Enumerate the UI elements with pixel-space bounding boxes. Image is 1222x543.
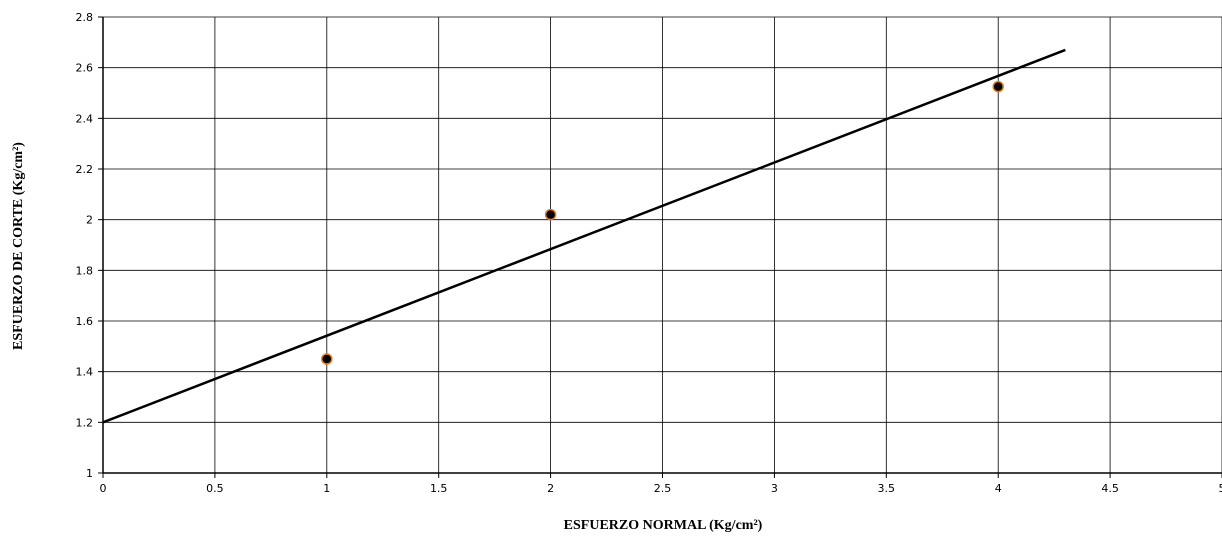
y-tick-label: 2.8 (76, 11, 94, 24)
y-tick-label: 2 (86, 214, 93, 227)
y-tick-labels: 1 1.2 1.4 1.6 1.8 2 2.2 2.4 2.6 2.8 (76, 11, 94, 480)
x-tick-label: 4.5 (1101, 482, 1119, 495)
x-tick-label: 3.5 (878, 482, 896, 495)
x-tick-label: 0.5 (206, 482, 224, 495)
series (102, 48, 1066, 424)
x-tick-label: 4 (995, 482, 1002, 495)
grid (103, 16, 1222, 473)
x-tick-label: 2 (547, 482, 554, 495)
x-tick-label: 5 (1219, 482, 1222, 495)
y-tick-label: 2.6 (76, 62, 94, 75)
y-tick-label: 2.4 (76, 112, 94, 125)
data-point (544, 208, 557, 221)
x-tick-label: 3 (771, 482, 778, 495)
y-tick-label: 1.8 (76, 264, 94, 277)
data-point (992, 80, 1004, 93)
y-tick-label: 1.4 (76, 366, 94, 379)
x-tick-labels: 0 0.5 1 1.5 2 2.5 3 3.5 4 4.5 5 (100, 482, 1222, 495)
data-point (321, 353, 333, 365)
y-tick-label: 1 (86, 467, 93, 480)
y-tick-label: 1.6 (76, 315, 94, 328)
trend-line (102, 48, 1066, 424)
x-tick-label: 1 (323, 482, 330, 495)
x-tick-label: 0 (100, 482, 107, 495)
y-tick-label: 1.2 (76, 416, 94, 429)
x-tick-label: 1.5 (430, 482, 448, 495)
x-tick-label: 2.5 (654, 482, 672, 495)
axes (98, 16, 1222, 478)
x-axis-label: ESFUERZO NORMAL (Kg/cm²) (564, 518, 763, 533)
y-tick-label: 2.2 (76, 163, 94, 176)
y-axis-label: ESFUERZO DE CORTE (Kg/cm²) (11, 142, 26, 350)
